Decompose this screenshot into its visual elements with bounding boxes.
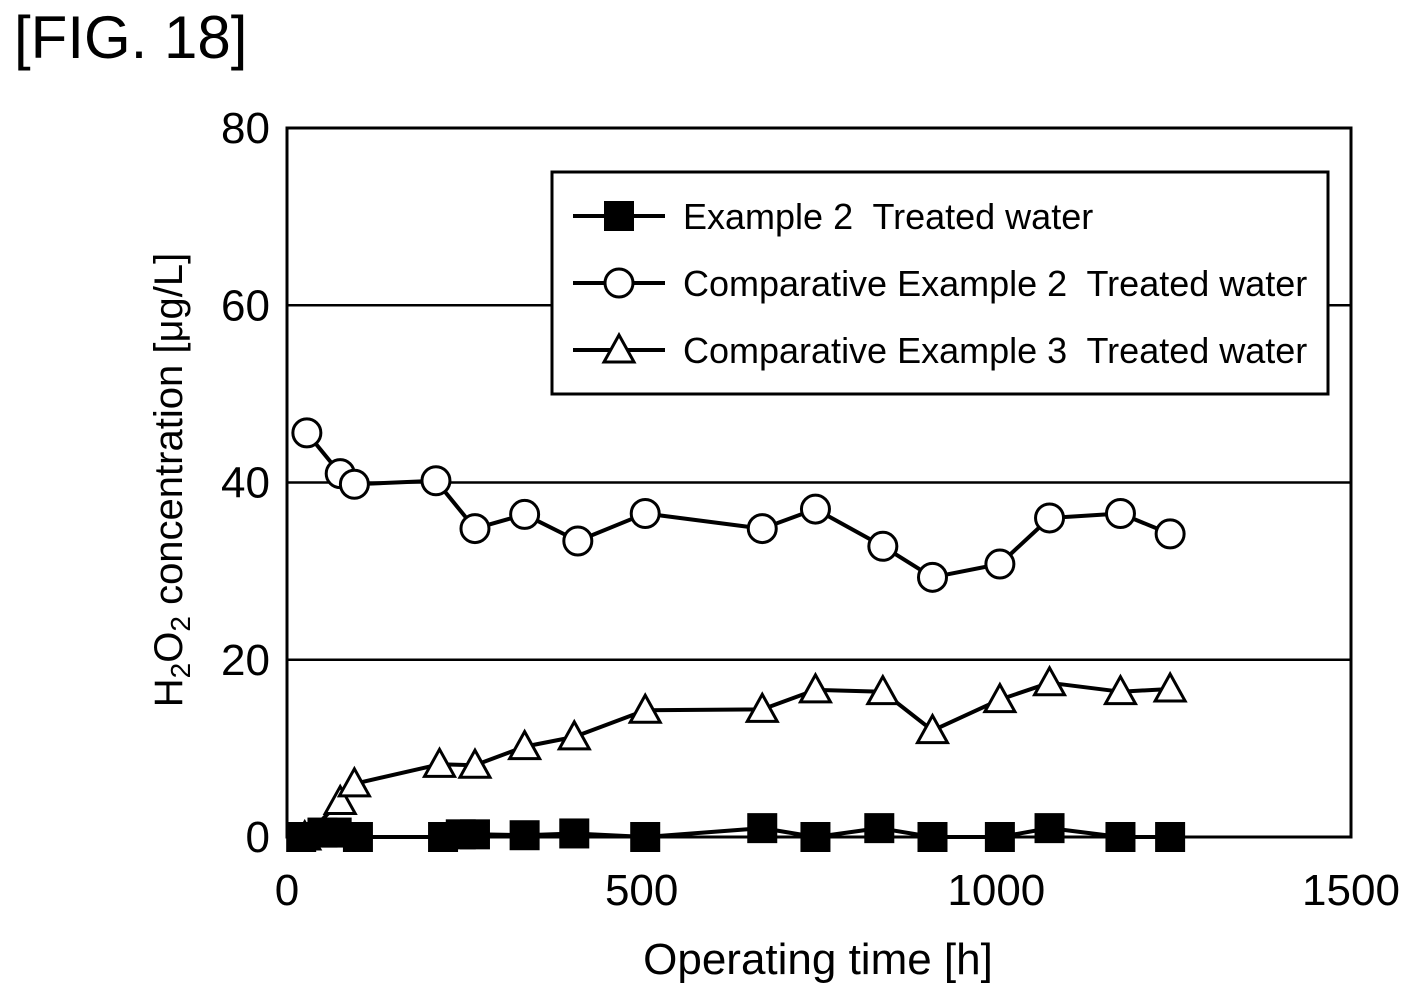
data-point	[562, 525, 594, 557]
legend: Example 2 Treated water Comparative Examp…	[550, 170, 1330, 396]
y-axis-label-part: H	[147, 678, 191, 707]
data-point	[336, 765, 372, 798]
data-point	[509, 498, 541, 530]
y-axis-label-part: concentration [μg/L]	[147, 253, 191, 616]
data-point	[338, 468, 370, 500]
x-axis-label: Operating time [h]	[643, 935, 993, 984]
data-point	[291, 417, 323, 449]
data-point	[459, 513, 491, 545]
x-tick-label: 500	[605, 866, 678, 915]
data-point	[559, 818, 590, 849]
legend-marker	[604, 201, 634, 231]
data-point	[509, 820, 540, 851]
data-point	[867, 530, 899, 562]
data-point	[800, 822, 831, 852]
data-point	[627, 692, 663, 724]
series-group	[286, 813, 1186, 852]
x-tick-label: 0	[275, 866, 299, 915]
data-point	[1034, 502, 1066, 534]
data-point	[984, 548, 1016, 580]
y-tick-label: 80	[221, 104, 270, 153]
data-point	[457, 747, 493, 779]
data-point	[322, 783, 358, 816]
x-tick-label: 1000	[947, 866, 1045, 915]
data-point	[746, 513, 778, 545]
y-axis-label: H2O2 concentration [μg/L]	[147, 253, 196, 707]
legend-marker	[601, 331, 637, 364]
data-point	[797, 671, 834, 704]
y-tick-label: 40	[221, 459, 270, 508]
series-layer	[286, 417, 1188, 852]
data-point	[914, 712, 951, 745]
x-tick-label: 1500	[1302, 866, 1400, 915]
legend-box	[550, 170, 1330, 396]
legend-entry-label: Example 2 Treated water	[683, 196, 1093, 237]
data-point	[744, 691, 780, 723]
data-point	[421, 746, 458, 778]
data-point	[1154, 518, 1186, 550]
data-point	[917, 822, 948, 852]
data-point	[342, 822, 373, 852]
data-point	[630, 822, 661, 852]
legend-entry-label: Comparative Example 3 Treated water	[683, 330, 1307, 371]
data-point	[982, 681, 1018, 714]
data-point	[865, 673, 901, 706]
legend-marker	[603, 267, 635, 299]
data-point	[459, 819, 490, 850]
series-line	[305, 431, 1171, 580]
y-axis-label-part: 2	[165, 616, 196, 632]
data-point	[1104, 498, 1136, 530]
y-tick-label: 60	[221, 281, 270, 330]
data-point	[507, 728, 543, 761]
figure-label: [FIG. 18]	[14, 4, 248, 71]
data-point	[629, 498, 661, 530]
ticks-layer: 0 20 40 60 80 0 500 1000 1500	[221, 104, 1400, 915]
data-point	[984, 822, 1015, 852]
data-point	[1102, 673, 1139, 706]
data-point	[916, 561, 948, 593]
data-point	[1155, 822, 1186, 852]
y-axis-label-part: 2	[165, 663, 196, 679]
series-group	[287, 664, 1188, 851]
legend-entry-label: Comparative Example 2 Treated water	[683, 263, 1307, 304]
series-line	[303, 680, 1171, 839]
data-point	[799, 493, 831, 525]
data-point	[747, 813, 778, 844]
data-point	[420, 465, 452, 497]
data-point	[864, 813, 895, 844]
data-point	[1152, 670, 1188, 703]
data-point	[1031, 664, 1068, 697]
y-axis-label-part: O	[147, 632, 191, 663]
data-point	[1034, 813, 1065, 844]
data-point	[1105, 822, 1136, 852]
y-tick-label: 0	[246, 813, 270, 862]
data-point	[556, 718, 592, 751]
y-tick-label: 20	[221, 636, 270, 685]
series-group	[291, 417, 1186, 593]
